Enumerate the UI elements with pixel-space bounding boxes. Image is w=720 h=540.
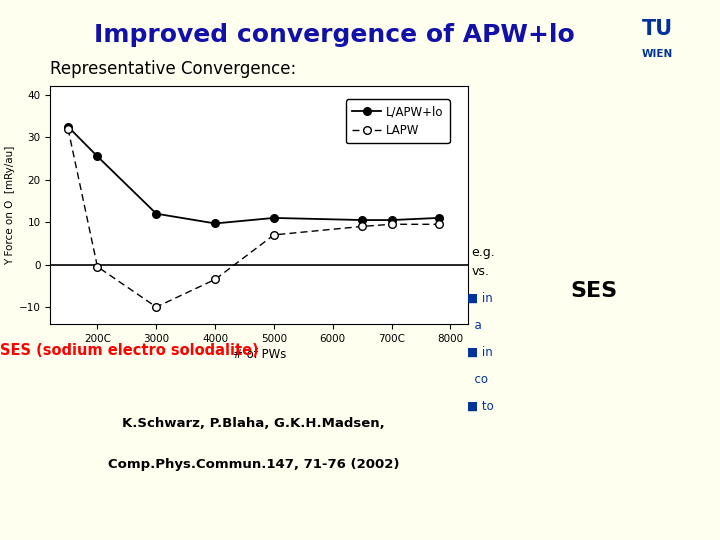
Text: ■ in: ■ in [467, 292, 492, 305]
Text: Improved convergence of APW+lo: Improved convergence of APW+lo [94, 23, 575, 47]
Text: e.g.: e.g. [472, 246, 495, 259]
Text: Representative Convergence:: Representative Convergence: [50, 60, 297, 78]
Line: L/APW+lo: L/APW+lo [64, 123, 442, 227]
Y-axis label: Y Force on O  [mRy/au]: Y Force on O [mRy/au] [4, 145, 14, 265]
Text: ■ in: ■ in [467, 346, 492, 359]
LAPW [387, 221, 396, 227]
LAPW [152, 304, 161, 310]
L/APW+lo [64, 124, 73, 130]
Text: K.Schwarz, P.Blaha, G.K.H.Madsen,: K.Schwarz, P.Blaha, G.K.H.Madsen, [122, 417, 385, 430]
Text: ■ to: ■ to [467, 400, 493, 413]
LAPW [211, 276, 220, 283]
Legend: L/APW+lo, LAPW: L/APW+lo, LAPW [346, 99, 449, 143]
Line: LAPW: LAPW [64, 125, 442, 311]
LAPW [358, 223, 366, 230]
LAPW [64, 126, 73, 132]
Text: SES: SES [570, 281, 618, 301]
Text: SES (sodium electro solodalite): SES (sodium electro solodalite) [0, 343, 259, 358]
X-axis label: # of PWs: # of PWs [233, 348, 286, 361]
LAPW [269, 232, 278, 238]
L/APW+lo [152, 211, 161, 217]
Text: Comp.Phys.Commun.147, 71-76 (2002): Comp.Phys.Commun.147, 71-76 (2002) [108, 458, 400, 471]
L/APW+lo [211, 220, 220, 227]
L/APW+lo [269, 215, 278, 221]
LAPW [93, 264, 102, 270]
Text: a: a [467, 319, 481, 332]
L/APW+lo [93, 153, 102, 160]
Text: TU: TU [642, 19, 672, 39]
L/APW+lo [434, 215, 443, 221]
Text: co: co [467, 373, 487, 386]
Text: vs.: vs. [472, 265, 490, 278]
Text: WIEN: WIEN [642, 49, 672, 59]
L/APW+lo [358, 217, 366, 224]
LAPW [434, 221, 443, 227]
L/APW+lo [387, 217, 396, 224]
